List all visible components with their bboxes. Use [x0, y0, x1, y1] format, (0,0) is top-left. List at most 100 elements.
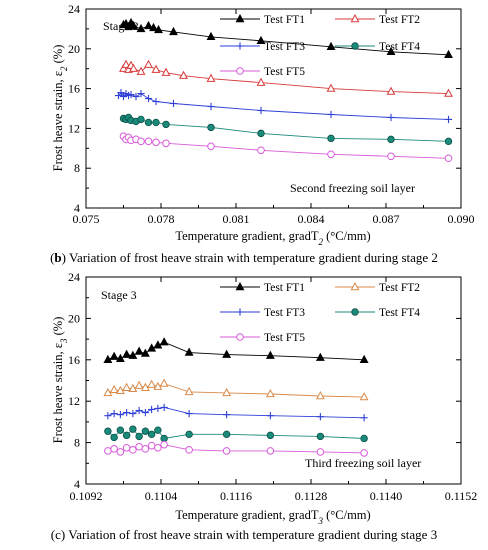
stage3-test-ft4-point	[222, 430, 231, 439]
stage3-test-ft4-point	[104, 427, 112, 435]
stage2-test-ft1-point	[144, 20, 153, 30]
stage3-test-ft3-point	[123, 408, 131, 417]
stage3-test-ft4-point	[316, 432, 325, 441]
stage3-test-ft2-point	[115, 385, 125, 395]
stage3-test-ft2-point	[128, 383, 138, 392]
stage3-test-ft1-point	[359, 354, 369, 363]
stage2-test-ft2-point	[144, 59, 153, 68]
stage2-test-ft4-point	[327, 134, 335, 143]
stage2-y-tick-label: 16	[68, 82, 80, 96]
stage3-test-ft3-point	[266, 412, 274, 420]
stage2-legend-test-ft5: Test FT5	[220, 66, 305, 78]
stage2-legend-test-ft3-label: Test FT3	[264, 41, 305, 53]
stage3-test-ft2-point	[134, 380, 144, 389]
stage3-legend-test-ft1: Test FT1	[220, 281, 305, 294]
panel-c-letter: c	[55, 527, 61, 542]
stage3-legend-test-ft1-marker	[235, 281, 245, 291]
stage2-test-ft2-point	[206, 73, 216, 82]
stage3-y-axis-label: Frost heave strain, ε3 (%)	[51, 317, 69, 444]
stage3-test-ft3-point	[223, 411, 231, 419]
stage3-test-ft5-point	[316, 448, 325, 456]
stage2-test-ft2-point	[179, 70, 188, 79]
stage3-test-ft5-point	[160, 440, 168, 449]
stage3-test-ft5-point	[141, 445, 150, 453]
stage3-test-ft3-point	[129, 410, 137, 418]
stage3-test-ft4-point	[135, 432, 143, 441]
stage3-test-ft5-point	[116, 448, 125, 456]
stage2-test-ft5-point	[144, 137, 153, 146]
stage3-test-ft5-point	[104, 447, 112, 455]
stage2-test-ft4-point	[137, 115, 145, 124]
stage3-test-ft5-point	[266, 447, 275, 455]
stage3-test-ft1-point	[140, 348, 150, 357]
stage2-layer-annotation: Second freezing soil layer	[290, 181, 415, 195]
stage3-legend-test-ft4-marker	[351, 308, 359, 316]
stage2-test-ft1-point	[169, 26, 178, 36]
stage3-test-ft3-point	[104, 412, 112, 420]
stage3-test-ft3-point	[316, 413, 324, 421]
stage2-test-ft1-point	[136, 23, 146, 33]
stage3-test-ft4-point	[360, 434, 368, 443]
stage2-test-ft4-point	[144, 118, 153, 127]
stage3-legend-test-ft5: Test FT5	[220, 332, 305, 344]
stage3-test-ft2-point	[222, 387, 232, 397]
stage3-y-tick-label: 4	[74, 477, 80, 491]
stage2-test-ft5-point	[207, 142, 215, 151]
stage3-test-ft1-point	[109, 351, 119, 360]
stage3-test-ft5-point	[154, 443, 162, 452]
stage3-test-ft2-point	[140, 382, 150, 391]
stage3-test-ft2-point	[147, 379, 157, 388]
stage3-legend-test-ft5-label: Test FT5	[264, 332, 305, 344]
stage3-test-ft2-point	[122, 382, 132, 391]
stage3-y-ticks: 4 8 12 16 20 24	[68, 270, 461, 491]
stage3-legend-test-ft3-marker	[236, 308, 244, 316]
stage3-x-tick-label: 0.1128	[295, 489, 328, 503]
stage2-test-ft2-point	[129, 63, 138, 72]
stage2-test-ft2-point	[121, 59, 131, 68]
stage2-test-ft2-point	[161, 67, 171, 76]
stage2-test-ft1-point	[129, 20, 138, 30]
stage2-test-ft1-point	[326, 41, 336, 51]
stage2-test-ft5-point	[444, 154, 453, 163]
stage3-legend-test-ft2: Test FT2	[335, 281, 420, 294]
stage2-test-ft3-point	[387, 113, 395, 122]
stage3-test-ft4-point	[147, 430, 156, 439]
stage2-legend-test-ft1-label: Test FT1	[264, 14, 305, 26]
stage3-x-tick-label: 0.1152	[445, 489, 478, 503]
stage2-test-ft5-point	[152, 138, 160, 147]
panel-c-chart: 0.1092 0.1104 0.1116 0.1128 0.1140 0.1152 4 8 12…	[0, 270, 488, 550]
stage2-legend-test-ft3: Test FT3	[220, 41, 305, 53]
stage3-test-ft1-point	[115, 353, 125, 362]
stage3-y-tick-label: 20	[68, 311, 80, 325]
stage3-test-ft4-point	[266, 431, 275, 440]
stage2-x-axis-label: Temperature gradient, gradT2 (°C/mm)	[175, 229, 370, 247]
stage2-series-test-ft1	[119, 17, 453, 58]
stage2-test-ft4-point	[152, 118, 160, 127]
stage3-test-ft4-point	[141, 427, 150, 435]
stage3-y-tick-label: 16	[68, 353, 80, 367]
stage3-test-ft1-point	[222, 349, 232, 358]
stage2-test-ft3-point	[169, 99, 178, 108]
stage3-test-ft5-point	[122, 443, 131, 452]
panel-b-letter: b	[54, 250, 62, 265]
stage2-test-ft4-point	[387, 135, 395, 144]
stage3-stage-label: Stage 3	[101, 288, 137, 302]
stage3-test-ft3-point	[110, 410, 118, 418]
stage3-test-ft5-point	[110, 445, 118, 453]
stage3-test-ft1-point	[265, 350, 275, 359]
stage2-test-ft5-point	[162, 139, 170, 148]
stage2-test-ft3-point	[144, 94, 153, 103]
stage3-test-ft3-point	[116, 411, 124, 419]
stage2-legend-test-ft2-label: Test FT2	[379, 14, 420, 26]
stage3-test-ft2-point	[315, 391, 325, 400]
stage3-x-ticks: 0.1092 0.1104 0.1116 0.1128 0.1140 0.1152	[70, 277, 478, 503]
stage2-legend-test-ft4-label: Test FT4	[379, 41, 420, 53]
stage2-test-ft2-point	[444, 88, 453, 97]
stage2-test-ft5-point	[327, 150, 335, 159]
stage2-y-ticks: 4 8 12 16 20 24	[68, 2, 461, 215]
stage2-legend-test-ft3-marker	[236, 42, 244, 50]
stage3-test-ft4-point	[185, 430, 193, 439]
stage2-x-tick-label: 0.078	[148, 212, 175, 226]
stage3-y-tick-label: 12	[68, 394, 80, 408]
stage3-layer-annotation: Third freezing soil layer	[305, 456, 421, 470]
